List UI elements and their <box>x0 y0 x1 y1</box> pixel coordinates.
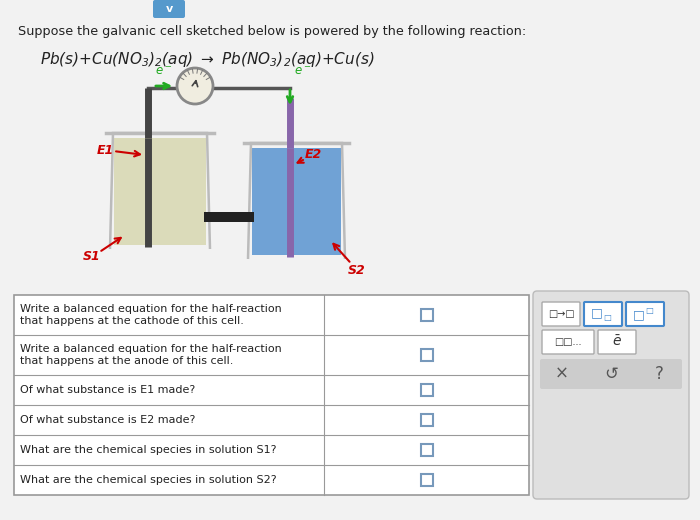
Text: □: □ <box>645 306 653 315</box>
Text: ?: ? <box>654 365 664 383</box>
Bar <box>421 349 433 361</box>
Bar <box>421 444 433 456</box>
Text: $e^-$: $e^-$ <box>155 65 172 78</box>
Text: Pb(s)+Cu$\mathregular{(NO_3)_2}$(aq) $\rightarrow$ Pb$\mathregular{(NO_3)_2}$(aq: Pb(s)+Cu$\mathregular{(NO_3)_2}$(aq) $\r… <box>40 50 374 69</box>
Text: What are the chemical species in solution S2?: What are the chemical species in solutio… <box>20 475 276 485</box>
FancyBboxPatch shape <box>533 291 689 499</box>
Bar <box>421 384 433 396</box>
Text: S2: S2 <box>348 264 366 277</box>
Text: v: v <box>165 4 173 14</box>
Text: Suppose the galvanic cell sketched below is powered by the following reaction:: Suppose the galvanic cell sketched below… <box>18 25 526 38</box>
Circle shape <box>177 68 213 104</box>
Bar <box>204 212 254 222</box>
Bar <box>421 309 433 321</box>
FancyBboxPatch shape <box>540 359 682 389</box>
Text: Write a balanced equation for the half-reaction
that happens at the anode of thi: Write a balanced equation for the half-r… <box>20 344 281 366</box>
FancyBboxPatch shape <box>584 302 622 326</box>
Text: Of what substance is E2 made?: Of what substance is E2 made? <box>20 415 195 425</box>
Text: $\mathit{\bar{e}}$: $\mathit{\bar{e}}$ <box>612 334 622 349</box>
FancyBboxPatch shape <box>598 330 636 354</box>
FancyBboxPatch shape <box>626 302 664 326</box>
FancyBboxPatch shape <box>542 330 594 354</box>
FancyBboxPatch shape <box>542 302 580 326</box>
FancyBboxPatch shape <box>153 0 185 18</box>
Text: □: □ <box>633 308 645 321</box>
Polygon shape <box>114 138 206 245</box>
Text: Of what substance is E1 made?: Of what substance is E1 made? <box>20 385 195 395</box>
Bar <box>14 295 529 495</box>
Text: ×: × <box>555 365 569 383</box>
Text: S1: S1 <box>83 251 101 264</box>
Text: ↺: ↺ <box>604 365 618 383</box>
Bar <box>421 474 433 486</box>
Text: $e^-$: $e^-$ <box>294 65 312 78</box>
Text: □: □ <box>603 313 611 322</box>
Text: Write a balanced equation for the half-reaction
that happens at the cathode of t: Write a balanced equation for the half-r… <box>20 304 281 326</box>
Text: □→□: □→□ <box>547 309 574 319</box>
Polygon shape <box>252 148 341 255</box>
Text: □□...: □□... <box>554 337 582 347</box>
Text: E1: E1 <box>97 144 113 157</box>
Text: □: □ <box>591 306 603 319</box>
Text: What are the chemical species in solution S1?: What are the chemical species in solutio… <box>20 445 276 455</box>
Text: E2: E2 <box>304 149 321 162</box>
Bar <box>421 414 433 426</box>
